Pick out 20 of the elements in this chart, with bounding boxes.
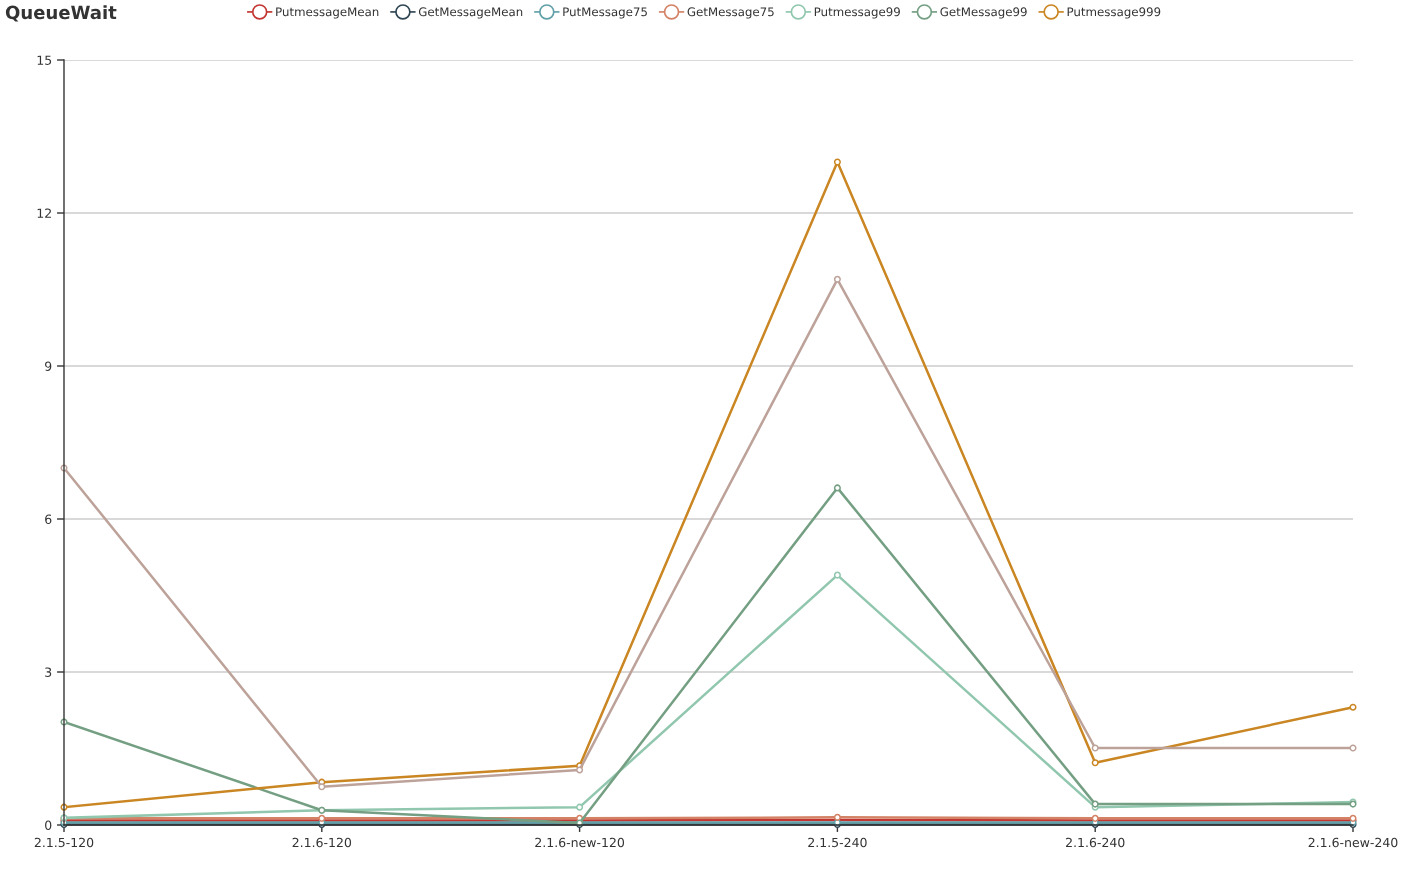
- x-tick-label: 2.1.6-120: [292, 837, 352, 848]
- legend-label: GetMessageMean: [418, 7, 523, 19]
- legend-label: Putmessage99: [814, 7, 900, 19]
- x-tick-label: 2.1.6-new-240: [1308, 837, 1398, 848]
- legend-label: GetMessage75: [687, 7, 774, 19]
- legend-label: GetMessage99: [940, 7, 1027, 19]
- y-tick-label: 0: [45, 820, 52, 830]
- y-tick-label: 6: [45, 514, 52, 524]
- chart-title: QueueWait: [5, 5, 117, 22]
- x-tick-label: 2.1.5-240: [808, 837, 867, 848]
- x-tick-label: 2.1.6-new-120: [535, 837, 625, 848]
- legend-label: PutMessage75: [563, 7, 647, 19]
- y-tick-label: 12: [37, 208, 51, 218]
- x-tick-label: 2.1.5-120: [34, 837, 94, 848]
- y-tick-label: 15: [37, 55, 52, 65]
- y-tick-label: 9: [45, 361, 52, 371]
- legend-label: PutmessageMean: [276, 7, 379, 19]
- x-tick-label: 2.1.6-240: [1066, 837, 1125, 848]
- y-tick-label: 3: [45, 667, 52, 677]
- legend-label: Putmessage999: [1067, 7, 1161, 19]
